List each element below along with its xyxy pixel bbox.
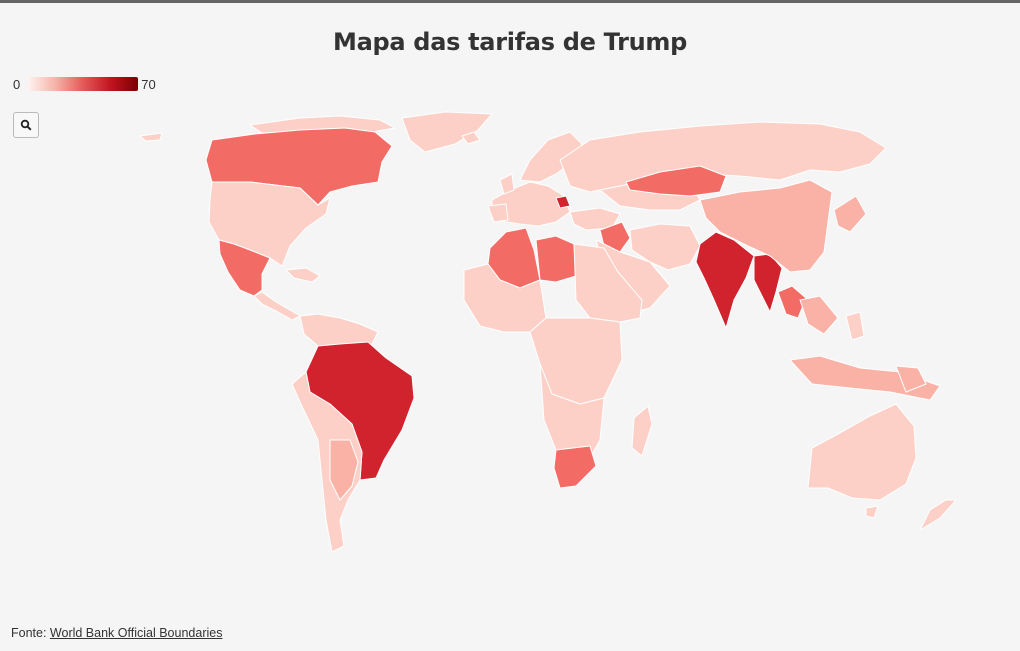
papua-new-guinea[interactable] — [895, 365, 927, 393]
philippines[interactable] — [845, 311, 865, 341]
country-india[interactable] — [695, 231, 755, 329]
search-icon — [20, 119, 32, 131]
svalbard-island[interactable] — [461, 131, 481, 145]
korea-japan[interactable] — [833, 195, 867, 233]
legend-max-label: 70 — [141, 76, 156, 92]
south-america-south[interactable] — [329, 439, 359, 501]
new-zealand[interactable] — [919, 499, 957, 531]
indonesia[interactable] — [789, 355, 941, 401]
map-title: Mapa das tarifas de Trump — [333, 28, 687, 56]
madagascar[interactable] — [631, 405, 653, 457]
western-europe[interactable] — [491, 181, 571, 227]
northeast-africa[interactable] — [573, 243, 643, 323]
source-label: Fonte: — [11, 626, 47, 640]
central-america[interactable] — [253, 291, 301, 321]
arctic-island-west[interactable] — [139, 132, 163, 142]
country-china[interactable] — [699, 179, 833, 273]
tasmania[interactable] — [865, 505, 879, 519]
caribbean-islands[interactable] — [285, 267, 321, 283]
country-thailand[interactable] — [777, 285, 807, 319]
legend-gradient-bar — [28, 77, 139, 91]
country-south-africa[interactable] — [553, 445, 597, 489]
source-link[interactable]: World Bank Official Boundaries — [49, 626, 223, 640]
iberia[interactable] — [487, 203, 509, 223]
zoom-search-button[interactable] — [13, 112, 39, 138]
country-mexico[interactable] — [218, 239, 271, 297]
country-australia[interactable] — [807, 403, 917, 501]
iran-afghanistan-pakistan[interactable] — [629, 223, 701, 271]
southeast-asia[interactable] — [799, 295, 839, 335]
country-libya[interactable] — [535, 235, 577, 283]
source-credit: Fonte: World Bank Official Boundaries — [11, 626, 222, 640]
scandinavia[interactable] — [519, 131, 583, 183]
uk-ireland[interactable] — [499, 173, 515, 195]
country-united-states[interactable] — [208, 181, 331, 267]
country-greenland[interactable] — [401, 111, 493, 153]
country-mongolia[interactable] — [625, 165, 727, 197]
balkans-dark-spot[interactable] — [555, 195, 571, 209]
south-america-west[interactable] — [291, 371, 363, 553]
top-rule — [0, 0, 1020, 3]
southern-africa[interactable] — [539, 363, 605, 461]
legend-min-label: 0 — [13, 76, 21, 92]
color-legend: 0 70 — [13, 76, 156, 92]
